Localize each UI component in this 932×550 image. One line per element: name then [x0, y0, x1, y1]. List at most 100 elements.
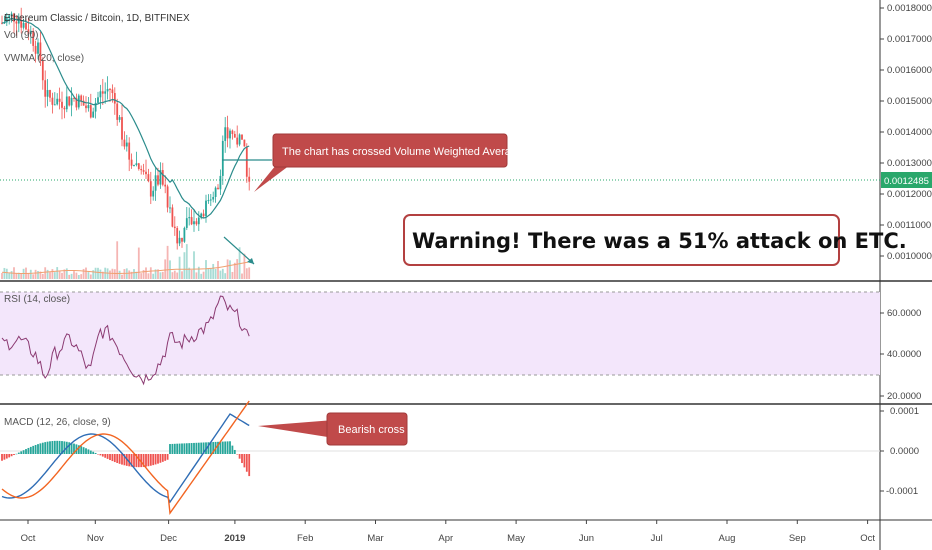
volume-bar: [236, 259, 239, 279]
macd-hist-bar: [39, 443, 42, 454]
candle-body: [164, 184, 167, 187]
volume-bar: [142, 269, 145, 279]
candle-body: [104, 91, 107, 94]
macd-hist-bar: [116, 454, 119, 463]
candle-body: [22, 23, 25, 28]
vwma-line: [1, 17, 250, 219]
volume-bar: [226, 259, 229, 279]
volume-bar: [41, 273, 44, 279]
candle-body: [32, 30, 35, 46]
candle-body: [99, 91, 102, 98]
price-tick: 0.0016000: [887, 65, 932, 76]
candle-body: [202, 213, 205, 217]
candle-body: [13, 13, 15, 22]
volume-ma-line: [1, 261, 249, 275]
macd-hist-bar: [248, 454, 251, 477]
volume-bar: [58, 271, 61, 279]
macd-hist-bar: [111, 454, 114, 462]
volume-bar: [207, 268, 210, 279]
candle-body: [89, 105, 92, 118]
macd-hist-bar: [5, 454, 8, 459]
macd-hist-bar: [231, 445, 234, 454]
volume-bar: [73, 271, 75, 279]
candle-body: [63, 107, 66, 110]
volume-bar: [190, 269, 193, 279]
candle-body: [56, 98, 59, 105]
candle-body: [236, 137, 239, 145]
macd-hist-bar: [161, 454, 164, 462]
candle-body: [128, 142, 131, 160]
volume-bar: [37, 271, 39, 279]
macd-hist-bar: [97, 454, 99, 455]
volume-bar: [10, 271, 13, 279]
volume-bar: [8, 273, 11, 279]
volume-bar: [229, 260, 231, 279]
macd-hist-bar: [29, 446, 32, 454]
candle-body: [1, 22, 3, 24]
candle-body: [226, 127, 229, 139]
candle-body: [200, 213, 203, 218]
vwma-label: VWMA (20, close): [4, 53, 84, 64]
candle-body: [152, 190, 155, 197]
candle-body: [125, 142, 128, 147]
candle-body: [219, 175, 222, 190]
volume-bar: [68, 274, 71, 279]
volume-bar: [154, 269, 157, 279]
volume-bar: [17, 272, 20, 279]
macd-axis: 0.0001 0.0000 -0.0001: [880, 406, 919, 497]
candle-body: [109, 88, 111, 90]
macd-hist-bar: [188, 443, 191, 454]
price-tick: 0.0015000: [887, 96, 932, 107]
volume-bar: [241, 273, 243, 279]
macd-hist-bar: [209, 442, 212, 454]
macd-hist-bar: [221, 441, 224, 454]
macd-hist-bar: [37, 444, 39, 454]
macd-hist-bar: [99, 454, 102, 456]
time-axis: Oct Nov Dec 2019 Feb Mar Apr May Jun Jul Aug Sep Oct: [21, 520, 875, 544]
volume-bar: [145, 267, 147, 279]
volume-bar: [49, 272, 51, 279]
macd-hist-bar: [70, 442, 73, 454]
volume-bar: [171, 272, 174, 279]
volume-bar: [46, 269, 49, 279]
volume-bar: [188, 267, 191, 279]
macd-hist-bar: [164, 454, 167, 461]
volume-bar: [164, 259, 167, 279]
candle-body: [73, 97, 75, 99]
macd-hist-bar: [22, 450, 25, 454]
candle-body: [149, 181, 152, 197]
macd-hist-bar: [77, 445, 80, 454]
candle-body: [145, 171, 147, 175]
candle-body: [46, 90, 49, 97]
callout-pointer-icon: [254, 165, 290, 192]
candle-body: [44, 80, 47, 97]
macd-hist-bar: [118, 454, 121, 464]
macd-hist-bar: [241, 454, 243, 464]
macd-hist-bar: [195, 442, 198, 454]
candle-body: [51, 97, 54, 105]
volume-bar: [159, 272, 162, 279]
rsi-tick: 40.0000: [887, 349, 921, 360]
candle-body: [87, 105, 90, 109]
price-tick: 0.0017000: [887, 34, 932, 45]
macd-hist-bar: [224, 441, 227, 454]
volume-bar: [173, 270, 176, 279]
volume-bar: [197, 266, 200, 279]
candle-body: [8, 15, 11, 19]
candle-body: [217, 187, 219, 190]
macd-hist-bar: [219, 441, 222, 454]
volume-bar: [5, 268, 8, 279]
macd-hist-bar: [243, 454, 246, 468]
macd-hist-bar: [1, 454, 3, 461]
volume-bar: [209, 268, 212, 279]
candle-body: [118, 117, 121, 120]
vwma-callout: The chart has crossed Volume Weighted Av…: [254, 133, 523, 192]
macd-tick: -0.0001: [886, 486, 918, 497]
volume-bar: [109, 270, 111, 279]
candle-body: [113, 93, 116, 104]
macd-hist-bar: [133, 454, 135, 467]
volume-bar: [106, 268, 109, 279]
macd-hist-bar: [63, 441, 66, 454]
candle-body: [221, 140, 224, 176]
volume-bar: [70, 273, 73, 279]
